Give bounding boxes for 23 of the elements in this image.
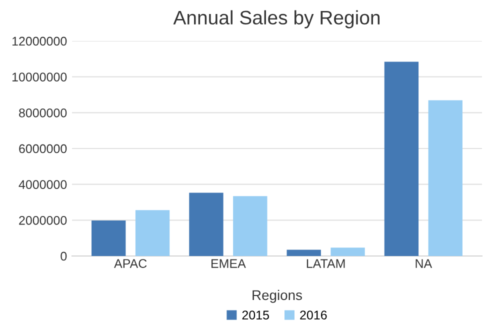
chart-title: Annual Sales by Region — [173, 10, 380, 28]
bar — [428, 100, 462, 256]
y-tick-label: 6000000 — [19, 144, 67, 154]
bar — [92, 220, 126, 256]
x-tick-label: LATAM — [306, 259, 345, 268]
bar — [384, 62, 419, 256]
x-tick-label: EMEA — [212, 259, 246, 268]
bar — [233, 196, 268, 256]
y-tick-label: 4000000 — [18, 180, 67, 189]
y-tick-label: 12000000 — [12, 36, 67, 46]
y-tick-label: 2000000 — [19, 216, 67, 225]
bar — [286, 250, 321, 256]
x-tick-label: NA — [416, 259, 432, 268]
x-axis-title: Regions — [252, 290, 302, 303]
y-tick-label: 0 — [60, 252, 67, 261]
legend-label: 2015 — [242, 310, 269, 320]
bar — [330, 248, 365, 256]
legend-label: 2016 — [300, 310, 327, 320]
x-tick-label: APAC — [114, 259, 147, 268]
y-tick-label: 10000000 — [12, 72, 67, 82]
bar — [135, 210, 170, 256]
y-tick-label: 8000000 — [19, 108, 67, 118]
bar — [189, 192, 224, 256]
